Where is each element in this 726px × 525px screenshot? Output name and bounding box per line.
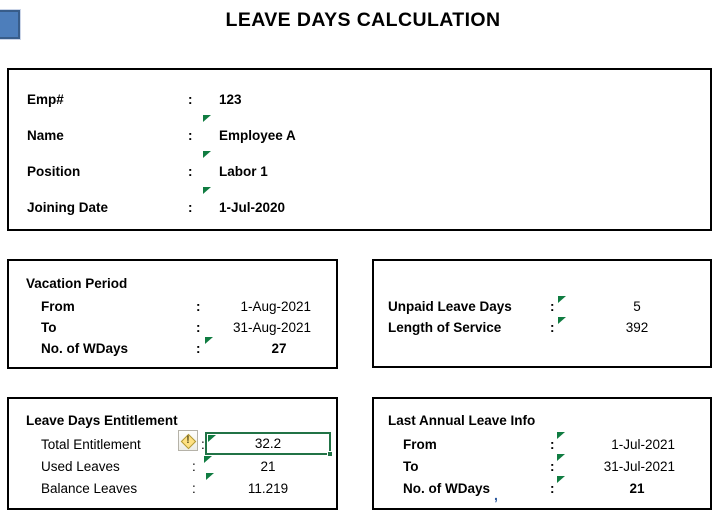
- colon: :: [550, 481, 555, 496]
- colon: :: [196, 341, 201, 356]
- colon: :: [188, 128, 193, 143]
- balance-leaves-value[interactable]: 11.219: [247, 481, 289, 496]
- cell-error-indicator-icon: [557, 476, 565, 483]
- entitlement-box: Leave Days Entitlement Total Entitlement…: [7, 397, 338, 510]
- colon: :: [201, 437, 205, 452]
- cell-error-indicator-icon: [204, 456, 212, 463]
- last-from-label: From: [403, 437, 437, 452]
- vacation-period-box: Vacation Period From : 1-Aug-2021 To : 3…: [7, 259, 338, 369]
- vacation-to-value[interactable]: 31-Aug-2021: [232, 320, 311, 335]
- cell-error-indicator-icon: [558, 317, 566, 324]
- last-to-label: To: [403, 459, 419, 474]
- vacation-to-label: To: [41, 320, 57, 335]
- colon: :: [550, 459, 555, 474]
- vacation-wdays-label: No. of WDays: [41, 341, 129, 356]
- name-value[interactable]: Employee A: [219, 128, 296, 143]
- fill-handle[interactable]: [327, 451, 333, 457]
- vacation-from-label: From: [41, 299, 75, 314]
- colon: :: [550, 320, 555, 335]
- cell-error-indicator-icon: [203, 151, 211, 158]
- colon: :: [550, 437, 555, 452]
- cell-error-indicator-icon: [557, 432, 565, 439]
- service-info-box: Unpaid Leave Days : 5 Length of Service …: [372, 259, 712, 368]
- position-label: Position: [27, 164, 81, 179]
- colon: :: [188, 200, 193, 215]
- colon: :: [550, 299, 555, 314]
- last-to-value[interactable]: 31-Jul-2021: [603, 459, 675, 474]
- exclamation-icon: !: [186, 434, 190, 446]
- length-of-service-label: Length of Service: [388, 320, 502, 335]
- colon: :: [196, 299, 201, 314]
- page-title: LEAVE DAYS CALCULATION: [225, 9, 501, 31]
- colon: :: [188, 92, 193, 107]
- blue-shape[interactable]: [0, 10, 20, 39]
- length-of-service-value[interactable]: 392: [625, 320, 649, 335]
- vacation-wdays-value[interactable]: 27: [271, 341, 287, 356]
- used-leaves-label: Used Leaves: [41, 459, 120, 474]
- cell-error-indicator-icon: [557, 454, 565, 461]
- vacation-from-value[interactable]: 1-Aug-2021: [240, 299, 311, 314]
- colon: :: [192, 481, 196, 496]
- balance-leaves-label: Balance Leaves: [41, 481, 138, 496]
- unpaid-leave-value[interactable]: 5: [633, 299, 641, 314]
- last-wdays-label: No. of WDays: [403, 481, 491, 496]
- joining-date-value[interactable]: 1-Jul-2020: [219, 200, 286, 215]
- cell-error-indicator-icon: [203, 187, 211, 194]
- colon: :: [196, 320, 201, 335]
- cell-error-indicator-icon: [208, 435, 216, 442]
- colon: :: [188, 164, 193, 179]
- unpaid-leave-label: Unpaid Leave Days: [388, 299, 512, 314]
- name-label: Name: [27, 128, 64, 143]
- position-value[interactable]: Labor 1: [219, 164, 268, 179]
- vacation-period-header: Vacation Period: [26, 276, 128, 291]
- entitlement-header: Leave Days Entitlement: [26, 413, 178, 428]
- used-leaves-value[interactable]: 21: [260, 459, 276, 474]
- stray-blue-mark: ,: [494, 487, 498, 503]
- employee-info-box: Emp# : 123 Name : Employee A Position : …: [7, 68, 712, 231]
- cell-error-indicator-icon: [203, 115, 211, 122]
- total-entitlement-label: Total Entitlement: [41, 437, 141, 452]
- total-entitlement-value: 32.2: [254, 436, 282, 451]
- error-checking-button[interactable]: !: [178, 430, 198, 451]
- selected-cell[interactable]: 32.2: [205, 432, 333, 457]
- emp-number-value[interactable]: 123: [219, 92, 242, 107]
- cell-error-indicator-icon: [558, 296, 566, 303]
- joining-date-label: Joining Date: [27, 200, 109, 215]
- last-annual-leave-box: Last Annual Leave Info From : 1-Jul-2021…: [372, 397, 712, 510]
- last-from-value[interactable]: 1-Jul-2021: [611, 437, 675, 452]
- last-wdays-value[interactable]: 21: [629, 481, 645, 496]
- colon: :: [192, 459, 196, 474]
- cell-error-indicator-icon: [205, 337, 213, 344]
- last-annual-header: Last Annual Leave Info: [388, 413, 536, 428]
- cell-error-indicator-icon: [206, 473, 214, 480]
- emp-number-label: Emp#: [27, 92, 64, 107]
